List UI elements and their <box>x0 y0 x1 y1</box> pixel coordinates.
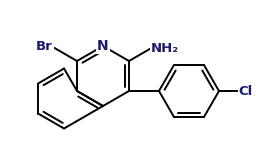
Text: N: N <box>97 39 109 53</box>
Text: Cl: Cl <box>239 85 253 98</box>
Text: NH₂: NH₂ <box>151 42 179 55</box>
Text: Br: Br <box>36 40 52 53</box>
